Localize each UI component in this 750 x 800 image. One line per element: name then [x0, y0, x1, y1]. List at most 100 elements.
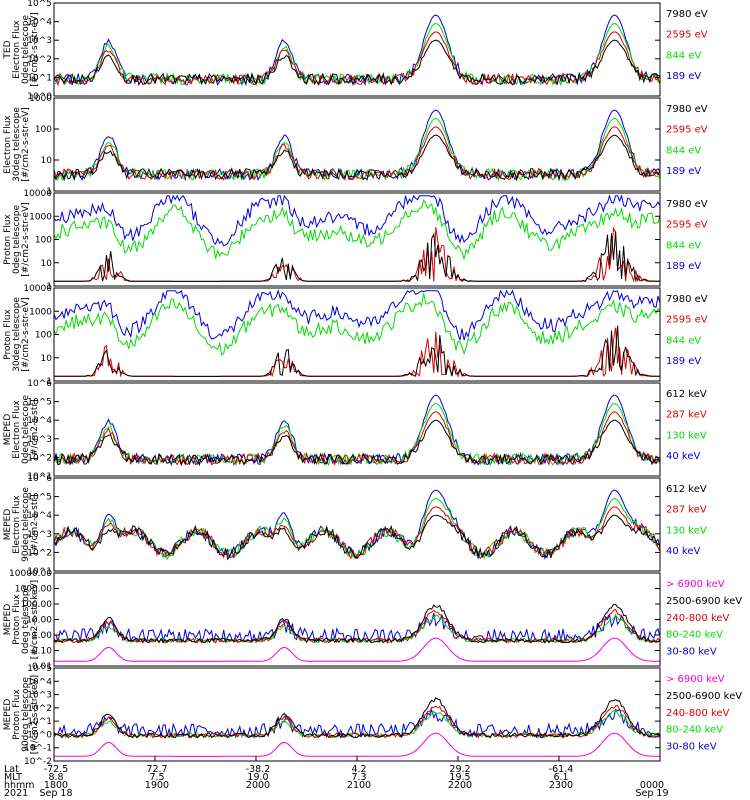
panel-4-plot [54, 289, 660, 379]
series-line-40-kev [54, 394, 660, 467]
legend-entry: 189 eV [666, 71, 701, 82]
ytick-label: 10 [41, 354, 53, 364]
legend-entry: 40 keV [666, 546, 700, 557]
x-tick-hhmm: 2000 [246, 780, 270, 791]
legend-entry: > 6900 keV [666, 579, 725, 590]
ytick-label: 10000 [23, 189, 52, 199]
ytick-label: 10000 [23, 284, 52, 294]
ylabel-line: Proton Flux [12, 689, 22, 740]
ytick-label: 10^3 [27, 36, 52, 46]
ylabel-line: [#/cm2-s-str] [30, 494, 40, 554]
panel-7-plot [54, 603, 660, 662]
panel-frame [53, 667, 661, 762]
legend-entry: 189 eV [666, 261, 701, 272]
series-line-844-ev [54, 117, 660, 182]
ylabel-line: Electron Flux [3, 115, 13, 174]
panel-6-plot [54, 489, 660, 561]
ytick-label: 1.00 [32, 631, 52, 641]
ylabel-line: 0deg telescope [21, 15, 31, 85]
ylabel-line: [#/cm2-s-str] [30, 399, 40, 459]
legend-entry: 80-240 keV [666, 630, 723, 641]
panel-4: 1 10 100 1000 10000 Proton Flux 30deg telescop… [3, 284, 708, 387]
panel-1: 10^0 10^1 10^2 10^3 10^4 10^5 TED Electron Flux… [3, 0, 708, 102]
ytick-label: 1000 [29, 307, 52, 317]
legend-entry: 240-800 keV [666, 613, 730, 624]
x-tick-mlt: 7.3 [351, 772, 366, 783]
ytick-label: 10^4 [27, 18, 52, 28]
series-line-844-ev [54, 293, 660, 356]
ytick-label: 10.00 [26, 616, 52, 626]
ylabel-line: [#/cm2-s-str-eV] [21, 202, 31, 277]
x-tick-date: Sep 19 [635, 788, 668, 799]
x-tick-hhmm: 0000 [640, 780, 664, 791]
series-line-844-ev [54, 198, 660, 260]
panel-8-plot [54, 697, 660, 757]
ylabel-line: 0deg telescope [12, 205, 22, 275]
series-line-189-ev [54, 194, 660, 247]
ytick-label: 1000 [29, 212, 52, 222]
ytick-label: 10^3 [27, 530, 52, 540]
panel-2-plot [54, 109, 660, 182]
ytick-label: 10^3 [27, 691, 52, 701]
x-tick-lat: -72.5 [44, 764, 69, 775]
ylabel-line: Proton Flux [3, 309, 13, 360]
legend-entry: 612 keV [666, 484, 707, 495]
panel-frame [53, 572, 661, 667]
ytick-label: 10^5 [27, 493, 52, 503]
legend-entry: 189 eV [666, 166, 701, 177]
panel-7: 0.010.101.0010.00100.001000.0010000.00ME… [3, 569, 742, 672]
x-row-label: Lat [4, 764, 19, 775]
ytick-label: 0.10 [32, 647, 52, 657]
legend-entry: 844 eV [666, 145, 701, 156]
legend-entry: 189 eV [666, 356, 701, 367]
x-tick-mlt: 6.1 [553, 772, 568, 783]
panel-5-plot [54, 394, 660, 467]
legend-entry: 7980 eV [666, 294, 708, 305]
x-tick-hhmm: 1900 [145, 780, 169, 791]
x-tick-hhmm: 2200 [448, 780, 472, 791]
ytick-label: 100.00 [21, 600, 53, 610]
series-line-7980-ev [54, 39, 660, 87]
panel-1-plot [54, 14, 660, 87]
legend-entry: 2595 eV [666, 30, 708, 41]
ylabel-line: 30deg telescope [12, 297, 22, 372]
ytick-label: 10^5 [27, 0, 52, 9]
series-line-287-kev [54, 411, 660, 467]
series-line-40-kev [54, 489, 660, 561]
x-tick-date: Sep 18 [39, 788, 72, 799]
legend-entry: > 6900 keV [666, 674, 725, 685]
ytick-label: 10^4 [27, 416, 52, 426]
series-line-844-ev [54, 22, 660, 87]
legend-entry: 2500-6900 keV [666, 691, 742, 702]
ytick-label: 10^1 [27, 73, 52, 83]
ylabel-line: Electron Flux [12, 495, 22, 554]
ytick-label: 1 [46, 282, 52, 292]
series-line-2500-6900-kev [54, 697, 660, 739]
legend-entry: 7980 eV [666, 199, 708, 210]
ytick-label: 10^2 [27, 548, 52, 558]
ylabel-line: Electron Flux [12, 400, 22, 459]
ytick-label: 10^2 [27, 453, 52, 463]
legend-entry: 287 keV [666, 505, 707, 516]
ylabel-line: 90deg telescope [21, 677, 31, 752]
ytick-label: 10^3 [27, 435, 52, 445]
series-line-30-80-kev [54, 612, 660, 644]
ytick-label: 10000.00 [9, 569, 52, 579]
ylabel: Proton Flux 30deg telescope [#/cm2-s-str-e… [3, 297, 31, 372]
ylabel: MEPED Electron Flux 90deg telescope [#/cm2-… [3, 487, 40, 562]
ylabel: MEPED Electron Flux 0deg telescope [#/cm2-s… [3, 395, 40, 465]
panel-6: 10^1 10^2 10^3 10^4 10^5 10^6 MEPED Electron Fl… [3, 474, 707, 577]
x-row-label: MLT [4, 772, 22, 783]
legend-entry: 844 eV [666, 50, 701, 61]
ytick-label: 10^6 [27, 474, 52, 484]
series-line-240-800-kev [54, 704, 660, 739]
x-tick-hhmm: 2300 [549, 780, 573, 791]
x-row-label: hhmm [4, 780, 35, 791]
ylabel-line: [#/cm2-s-str-eV] [21, 107, 31, 182]
x-tick-mlt: 19.0 [247, 772, 268, 783]
ytick-label: 1 [46, 187, 52, 197]
x-tick-lat: -38.2 [246, 764, 271, 775]
x-tick-lat: -61.4 [549, 764, 574, 775]
